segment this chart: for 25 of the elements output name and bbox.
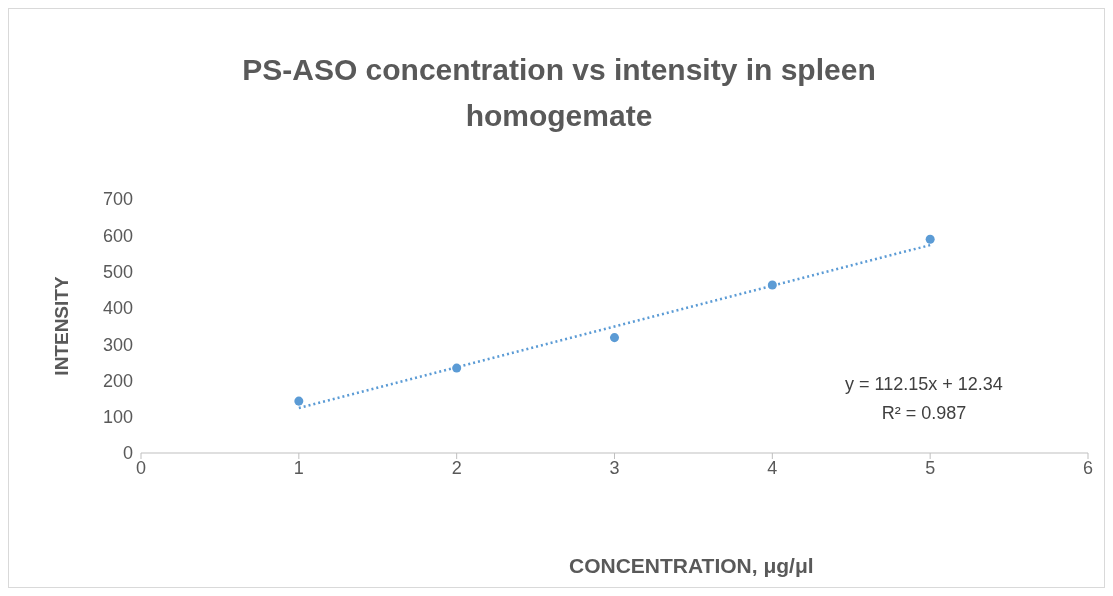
y-tick-label: 700 — [102, 189, 133, 210]
y-tick-label: 200 — [102, 370, 133, 391]
x-tick-label: 1 — [293, 457, 304, 478]
x-tick-label: 5 — [925, 457, 936, 478]
y-tick-label: 300 — [102, 334, 133, 355]
annotation: R² = 0.987 — [880, 403, 968, 424]
y-tick-label: 0 — [122, 443, 133, 464]
point — [452, 363, 462, 373]
y-tick-label: 400 — [102, 298, 133, 319]
x-axis-title: CONCENTRATION, μg/μl — [569, 554, 814, 578]
point — [767, 280, 777, 290]
y-tick-label: 600 — [102, 225, 133, 246]
y-axis-title: INTENSITY — [50, 276, 72, 376]
y-tick-label: 100 — [102, 407, 133, 428]
point — [925, 234, 935, 244]
annotation: y = 112.15x + 12.34 — [844, 374, 1004, 395]
x-tick-label: 6 — [1082, 457, 1094, 478]
x-tick-label: 4 — [767, 457, 778, 478]
x-tick-label: 3 — [609, 457, 620, 478]
x-tick-label: 2 — [451, 457, 462, 478]
y-tick-label: 500 — [102, 261, 133, 282]
point — [294, 396, 304, 406]
point — [609, 333, 620, 343]
x-tick-label: 0 — [135, 457, 147, 478]
chart-title: PS-ASO concentration vs intensity in spleen homogemate — [241, 52, 877, 134]
